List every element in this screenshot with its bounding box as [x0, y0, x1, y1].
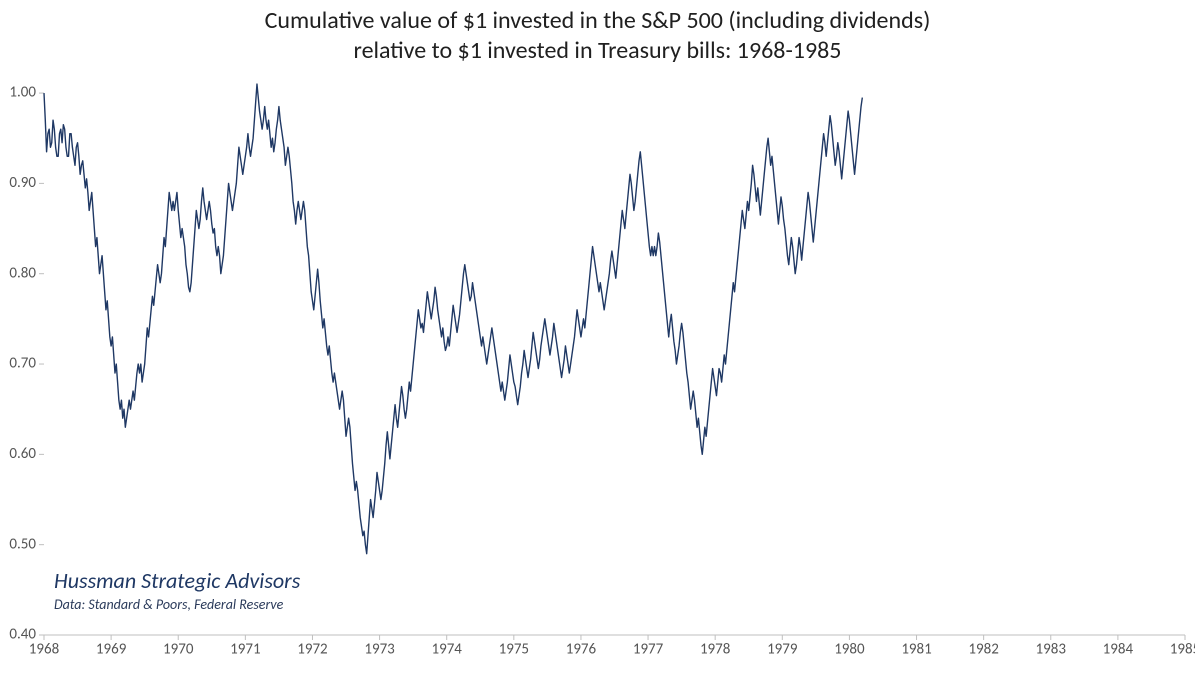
attribution-main: Hussman Strategic Advisors	[54, 567, 300, 594]
x-tick-label: 1983	[1036, 640, 1067, 658]
y-tick-label: 1.00	[9, 84, 36, 102]
attribution-sub: Data: Standard & Poors, Federal Reserve	[54, 596, 300, 613]
y-tick-label: 0.80	[9, 264, 36, 282]
x-tick-label: 1972	[297, 640, 327, 658]
y-tick-label: 0.50	[9, 535, 36, 553]
x-tick-label: 1977	[633, 640, 664, 658]
x-tick-label: 1979	[767, 640, 798, 658]
x-tick-label: 1974	[431, 640, 462, 658]
x-tick-label: 1978	[700, 640, 730, 658]
x-tick-label: 1982	[968, 640, 998, 658]
x-tick-label: 1975	[499, 640, 529, 658]
y-tick-label: 0.90	[9, 174, 36, 192]
x-tick-label: 1976	[566, 640, 597, 658]
x-tick-label: 1981	[901, 640, 931, 658]
x-tick-label: 1968	[29, 640, 59, 658]
x-tick-label: 1984	[1103, 640, 1134, 658]
y-tick-label: 0.60	[9, 445, 36, 463]
x-tick-label: 1969	[96, 640, 127, 658]
x-tick-label: 1973	[364, 640, 395, 658]
x-tick-label: 1980	[834, 640, 865, 658]
x-tick-label: 1970	[163, 640, 194, 658]
chart-container: Cumulative value of $1 invested in the S…	[0, 0, 1195, 673]
x-tick-label: 1985	[1170, 640, 1195, 658]
attribution-block: Hussman Strategic Advisors Data: Standar…	[54, 567, 300, 613]
data-line	[44, 84, 862, 554]
y-tick-label: 0.70	[9, 355, 36, 373]
x-tick-label: 1971	[230, 640, 260, 658]
